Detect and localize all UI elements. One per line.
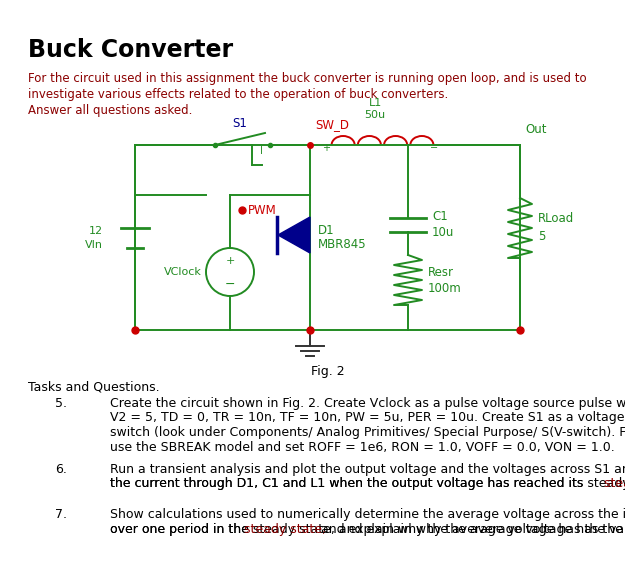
Text: PWM: PWM	[248, 204, 277, 216]
Text: the current through D1, C1 and L1 when the output voltage has reached its steady: the current through D1, C1 and L1 when t…	[110, 478, 625, 491]
Text: VIn: VIn	[85, 241, 103, 250]
Text: −: −	[430, 143, 438, 153]
Text: +: +	[226, 256, 235, 266]
Text: I: I	[260, 146, 263, 156]
Text: 5: 5	[538, 230, 546, 242]
Text: the current through D1, C1 and L1 when the output voltage has reached its: the current through D1, C1 and L1 when t…	[110, 478, 583, 491]
Text: 50u: 50u	[364, 110, 386, 120]
Text: 6.: 6.	[55, 463, 67, 476]
Text: 5.: 5.	[55, 397, 67, 410]
Text: over one period in the steady state, and explain why the average voltage has the: over one period in the steady state, and…	[110, 522, 625, 536]
Text: L1: L1	[368, 98, 382, 108]
Text: For the circuit used in this assignment the buck converter is running open loop,: For the circuit used in this assignment …	[28, 72, 587, 85]
Text: Tasks and Questions.: Tasks and Questions.	[28, 380, 159, 393]
Text: Create the circuit shown in Fig. 2. Create Vclock as a pulse voltage source puls: Create the circuit shown in Fig. 2. Crea…	[110, 397, 625, 410]
Text: steady state.: steady state.	[600, 478, 625, 491]
Text: 10u: 10u	[432, 227, 454, 239]
Text: Show calculations used to numerically determine the average voltage across the i: Show calculations used to numerically de…	[110, 508, 625, 521]
Text: Answer all questions asked.: Answer all questions asked.	[28, 104, 192, 117]
Text: −: −	[225, 277, 235, 290]
Text: C1: C1	[432, 211, 447, 223]
Text: RLoad: RLoad	[538, 211, 574, 224]
Text: MBR845: MBR845	[318, 239, 367, 251]
Text: S1: S1	[232, 117, 248, 130]
Text: switch (look under Components/ Analog Primitives/ Special Purpose/ S(V-switch). : switch (look under Components/ Analog Pr…	[110, 426, 625, 439]
Text: 7.: 7.	[55, 508, 67, 521]
Text: use the SBREAK model and set ROFF = 1e6, RON = 1.0, VOFF = 0.0, VON = 1.0.: use the SBREAK model and set ROFF = 1e6,…	[110, 440, 615, 453]
Text: 100m: 100m	[428, 281, 462, 294]
Text: 12: 12	[89, 227, 103, 236]
Text: over one period in the: over one period in the	[110, 522, 249, 536]
Text: and explain why the average voltage has the value: and explain why the average voltage has …	[317, 522, 625, 536]
Text: Run a transient analysis and plot the output voltage and the voltages across S1 : Run a transient analysis and plot the ou…	[110, 463, 625, 476]
Text: V2 = 5, TD = 0, TR = 10n, TF = 10n, PW = 5u, PER = 10u. Create S1 as a voltage c: V2 = 5, TD = 0, TR = 10n, TF = 10n, PW =…	[110, 412, 625, 425]
Text: Resr: Resr	[428, 266, 454, 278]
Polygon shape	[278, 217, 310, 253]
Text: steady state,: steady state,	[240, 522, 326, 536]
Text: Fig. 2: Fig. 2	[311, 365, 344, 378]
Text: Buck Converter: Buck Converter	[28, 38, 233, 62]
Text: VClock: VClock	[164, 267, 202, 277]
Text: SW_D: SW_D	[315, 118, 349, 131]
Text: D1: D1	[318, 223, 334, 236]
Text: +: +	[322, 143, 330, 153]
Text: investigate various effects related to the operation of buck converters.: investigate various effects related to t…	[28, 88, 448, 101]
Text: Out: Out	[525, 123, 546, 136]
